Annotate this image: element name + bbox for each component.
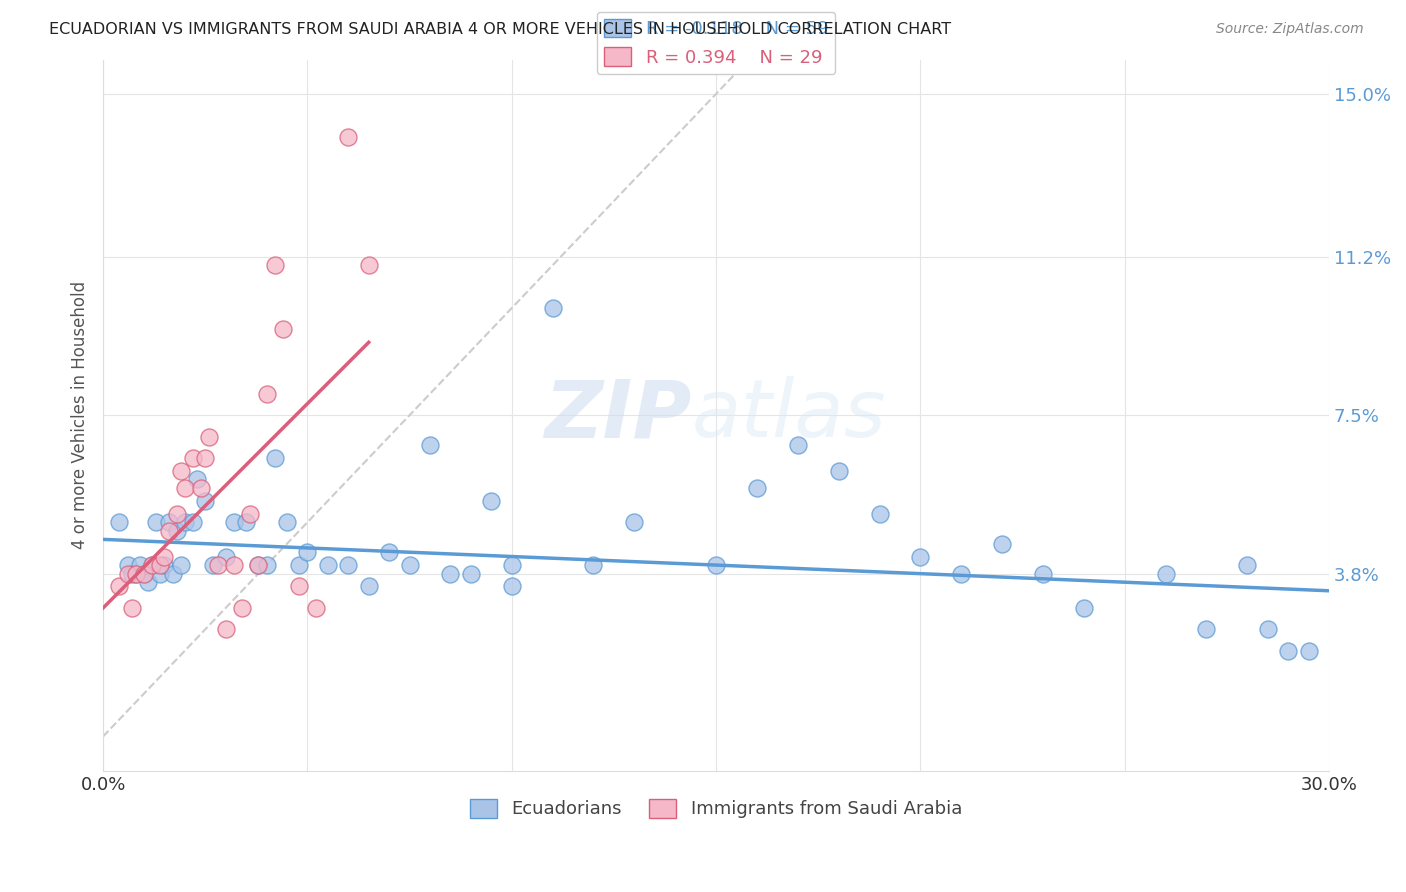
- Point: [288, 558, 311, 572]
- Text: ZIP: ZIP: [544, 376, 692, 454]
- Point: [153, 549, 176, 564]
- Point: [149, 566, 172, 581]
- Point: [263, 450, 285, 465]
- Point: [207, 558, 229, 572]
- Point: [132, 566, 155, 581]
- Point: [704, 558, 727, 572]
- Point: [129, 558, 152, 572]
- Text: atlas: atlas: [692, 376, 886, 454]
- Point: [460, 566, 482, 581]
- Legend: Ecuadorians, Immigrants from Saudi Arabia: Ecuadorians, Immigrants from Saudi Arabi…: [463, 792, 969, 826]
- Point: [745, 481, 768, 495]
- Point: [501, 558, 523, 572]
- Point: [247, 558, 270, 572]
- Point: [153, 558, 176, 572]
- Point: [132, 566, 155, 581]
- Point: [247, 558, 270, 572]
- Point: [263, 258, 285, 272]
- Point: [141, 558, 163, 572]
- Point: [198, 429, 221, 443]
- Point: [117, 558, 139, 572]
- Point: [181, 515, 204, 529]
- Point: [136, 575, 159, 590]
- Point: [190, 481, 212, 495]
- Point: [316, 558, 339, 572]
- Y-axis label: 4 or more Vehicles in Household: 4 or more Vehicles in Household: [72, 281, 89, 549]
- Point: [157, 524, 180, 538]
- Point: [479, 493, 502, 508]
- Point: [108, 515, 131, 529]
- Point: [357, 580, 380, 594]
- Point: [239, 507, 262, 521]
- Point: [501, 580, 523, 594]
- Point: [276, 515, 298, 529]
- Point: [827, 464, 849, 478]
- Point: [166, 507, 188, 521]
- Point: [256, 558, 278, 572]
- Point: [419, 438, 441, 452]
- Point: [162, 566, 184, 581]
- Point: [1073, 601, 1095, 615]
- Point: [157, 515, 180, 529]
- Point: [166, 524, 188, 538]
- Point: [231, 601, 253, 615]
- Point: [1298, 644, 1320, 658]
- Point: [398, 558, 420, 572]
- Text: Source: ZipAtlas.com: Source: ZipAtlas.com: [1216, 22, 1364, 37]
- Point: [623, 515, 645, 529]
- Point: [170, 464, 193, 478]
- Point: [582, 558, 605, 572]
- Point: [304, 601, 326, 615]
- Point: [910, 549, 932, 564]
- Point: [1236, 558, 1258, 572]
- Point: [145, 515, 167, 529]
- Point: [125, 566, 148, 581]
- Point: [297, 545, 319, 559]
- Point: [256, 386, 278, 401]
- Point: [439, 566, 461, 581]
- Point: [1032, 566, 1054, 581]
- Point: [1257, 623, 1279, 637]
- Point: [222, 515, 245, 529]
- Point: [1154, 566, 1177, 581]
- Point: [194, 450, 217, 465]
- Point: [541, 301, 564, 315]
- Point: [337, 129, 360, 144]
- Point: [1277, 644, 1299, 658]
- Point: [786, 438, 808, 452]
- Point: [215, 623, 238, 637]
- Point: [149, 558, 172, 572]
- Point: [194, 493, 217, 508]
- Point: [222, 558, 245, 572]
- Point: [991, 536, 1014, 550]
- Point: [125, 566, 148, 581]
- Text: ECUADORIAN VS IMMIGRANTS FROM SAUDI ARABIA 4 OR MORE VEHICLES IN HOUSEHOLD CORRE: ECUADORIAN VS IMMIGRANTS FROM SAUDI ARAB…: [49, 22, 952, 37]
- Point: [186, 472, 208, 486]
- Point: [121, 601, 143, 615]
- Point: [108, 580, 131, 594]
- Point: [288, 580, 311, 594]
- Point: [173, 481, 195, 495]
- Point: [173, 515, 195, 529]
- Point: [337, 558, 360, 572]
- Point: [121, 566, 143, 581]
- Point: [950, 566, 973, 581]
- Point: [1195, 623, 1218, 637]
- Point: [202, 558, 225, 572]
- Point: [215, 549, 238, 564]
- Point: [271, 322, 294, 336]
- Point: [117, 566, 139, 581]
- Point: [141, 558, 163, 572]
- Point: [181, 450, 204, 465]
- Point: [378, 545, 401, 559]
- Point: [869, 507, 891, 521]
- Point: [170, 558, 193, 572]
- Point: [235, 515, 257, 529]
- Point: [357, 258, 380, 272]
